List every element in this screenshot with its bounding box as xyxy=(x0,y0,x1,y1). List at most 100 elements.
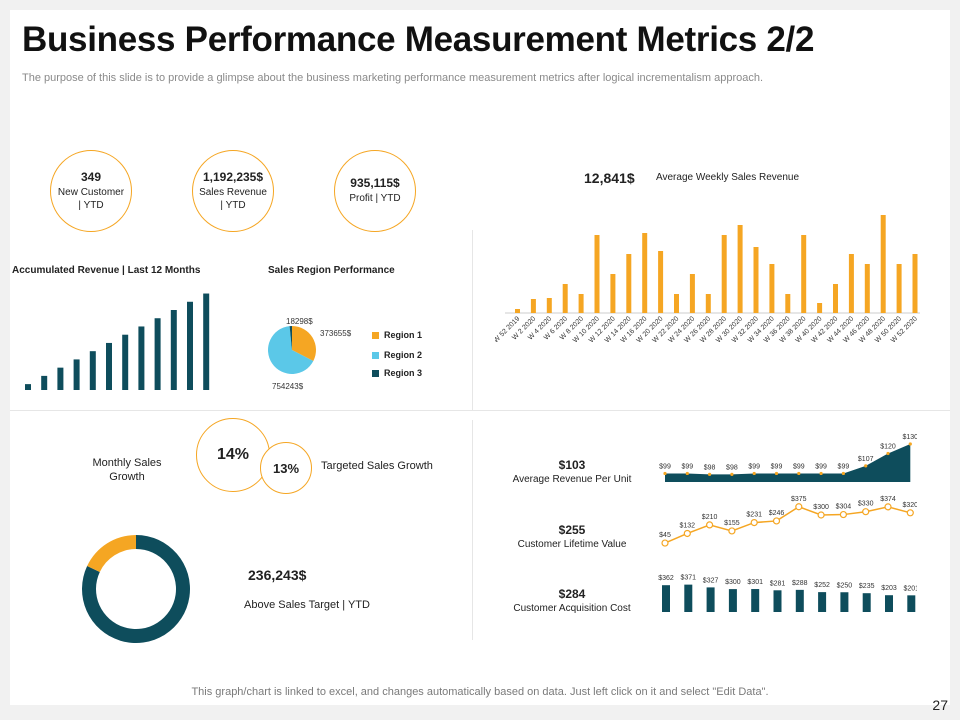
arpu-point xyxy=(685,471,689,476)
accumulated-bar xyxy=(170,310,177,390)
weekly-bar xyxy=(515,309,520,313)
weekly-bar xyxy=(880,215,886,313)
legend-swatch xyxy=(372,369,379,377)
page-number: 27 xyxy=(932,697,948,713)
cac-bar xyxy=(818,592,827,612)
monthly-growth-value: 14% xyxy=(216,446,250,463)
kpi-label: Sales Revenue | YTD xyxy=(199,186,267,211)
kpi-label: Profit | YTD xyxy=(349,193,401,204)
kpi-value: 349 xyxy=(80,169,102,184)
clv-data-label: $304 xyxy=(836,504,852,511)
cac-data-label: $203 xyxy=(881,585,897,592)
legend-label: Region 2 xyxy=(384,350,423,360)
customer-lifetime-value-chart: $45 $132 $210 $155 $231 $246 $375 $300 $304 $330 $… xyxy=(659,496,917,547)
clv-data-label: $330 xyxy=(858,501,874,508)
avg-revenue-per-unit-value: $103 xyxy=(558,458,586,472)
page-title: Business Performance Measurement Metrics… xyxy=(22,20,815,59)
weekly-bar xyxy=(817,303,823,313)
clv-data-label: $45 xyxy=(659,532,671,539)
accumulated-revenue-title: Accumulated Revenue | Last 12 Months xyxy=(12,265,201,276)
weekly-bar xyxy=(785,294,791,313)
sales-region-title: Sales Region Performance xyxy=(268,265,395,276)
accumulated-bar xyxy=(41,375,48,390)
clv-data-label: $320 xyxy=(903,502,917,509)
cac-bar xyxy=(728,589,737,612)
weekly-bar xyxy=(737,225,743,313)
weekly-bar xyxy=(642,233,648,313)
weekly-bar xyxy=(896,264,902,313)
arpu-data-label: $99 xyxy=(681,463,693,470)
cac-data-label: $362 xyxy=(658,575,674,582)
arpu-point xyxy=(774,471,779,476)
targeted-growth-value: 13% xyxy=(272,460,300,476)
clv-line xyxy=(664,505,911,544)
cac-bar xyxy=(751,589,760,612)
kpi-new-customer: 349 New Customer | YTD xyxy=(50,150,132,232)
divider-middle xyxy=(10,410,950,411)
weekly-bar xyxy=(626,254,632,313)
arpu-data-label: $98 xyxy=(726,464,738,471)
accumulated-revenue-chart xyxy=(25,293,210,390)
accumulated-bar xyxy=(73,359,80,390)
pie-label-region-1: 373655$ xyxy=(320,329,352,338)
pie-slice xyxy=(292,326,316,362)
cac-bar xyxy=(684,584,693,612)
clv-point xyxy=(862,508,870,516)
weekly-bar xyxy=(769,264,775,313)
customer-acquisition-cost-value: $284 xyxy=(558,587,586,601)
arpu-point xyxy=(819,471,823,476)
clv-data-label: $375 xyxy=(791,496,807,503)
weekly-bar xyxy=(848,254,854,313)
weekly-bar xyxy=(721,235,727,313)
donut-slice xyxy=(87,535,136,572)
weekly-bar xyxy=(753,247,759,313)
cac-data-label: $301 xyxy=(747,579,763,586)
cac-data-label: $235 xyxy=(859,583,875,590)
kpi-value: 935,115$ xyxy=(350,176,400,190)
arpu-point xyxy=(797,471,801,476)
arpu-data-label: $99 xyxy=(771,463,783,470)
arpu-data-label: $99 xyxy=(793,463,805,470)
accumulated-bar xyxy=(57,367,64,390)
clv-data-label: $132 xyxy=(680,522,696,529)
weekly-bar xyxy=(912,254,918,313)
targeted-sales-growth-label: Targeted Sales Growth xyxy=(321,460,433,472)
weekly-bar xyxy=(594,235,600,313)
arpu-data-label: $99 xyxy=(659,463,671,470)
clv-point xyxy=(705,521,714,529)
legend-region-3: Region 3 xyxy=(372,368,422,378)
legend-region-1: Region 1 xyxy=(372,330,422,340)
cac-bar xyxy=(907,595,916,612)
avg-revenue-per-unit-chart: $99 $99 $98 $98 $99 $99 $99 $99 $99 $107 $120 $130 xyxy=(659,434,917,482)
cac-bar xyxy=(773,590,782,612)
accumulated-bar xyxy=(106,342,112,390)
kpi-label: New Customer | YTD xyxy=(57,186,125,211)
customer-lifetime-value-label: Customer Lifetime Value xyxy=(517,539,627,550)
cac-bar xyxy=(885,595,893,612)
weekly-bar xyxy=(801,235,807,313)
cac-bar xyxy=(706,587,715,612)
cac-bar xyxy=(795,589,804,612)
arpu-point xyxy=(708,472,712,476)
above-target-donut xyxy=(82,535,190,643)
weekly-bar xyxy=(833,284,838,313)
divider-right-bottom xyxy=(472,420,473,640)
clv-data-label: $155 xyxy=(724,520,740,527)
arpu-point xyxy=(886,451,890,456)
accumulated-bar xyxy=(154,318,161,390)
arpu-data-label: $99 xyxy=(838,463,850,470)
cac-bar xyxy=(840,592,849,612)
cac-data-label: $288 xyxy=(792,580,808,587)
cac-data-label: $252 xyxy=(814,582,830,589)
divider-right-top xyxy=(472,230,473,410)
clv-point xyxy=(728,527,736,535)
weekly-bar xyxy=(658,251,664,313)
clv-point xyxy=(795,503,803,511)
weekly-bar xyxy=(546,298,552,313)
weekly-sales-value: 12,841$ xyxy=(584,170,635,186)
customer-acquisition-cost-chart: $362 $371 $327 $300 $301 $281 $288 $252 $250 $235… xyxy=(658,575,917,612)
weekly-bar xyxy=(689,274,695,313)
clv-data-label: $231 xyxy=(746,512,762,519)
arpu-data-label: $107 xyxy=(858,456,874,463)
